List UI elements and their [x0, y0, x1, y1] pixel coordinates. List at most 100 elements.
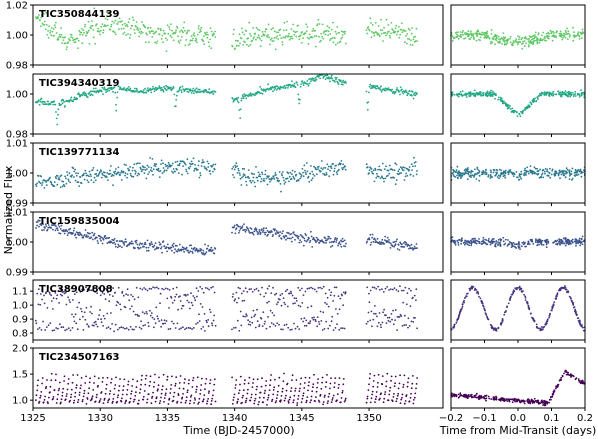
phase-point: [519, 41, 522, 44]
data-point: [407, 37, 409, 40]
data-point: [164, 163, 167, 166]
data-point: [238, 44, 240, 47]
data-point: [141, 242, 144, 245]
data-point: [126, 173, 129, 176]
data-point: [146, 312, 149, 315]
data-point: [283, 85, 286, 87]
phase-point: [497, 174, 500, 177]
data-point: [365, 90, 368, 93]
data-point: [146, 398, 149, 401]
data-point: [244, 315, 247, 318]
data-point: [211, 324, 214, 327]
data-point: [331, 244, 334, 247]
data-point: [158, 320, 161, 322]
data-point: [252, 176, 255, 179]
data-point: [149, 309, 151, 312]
data-point: [309, 239, 312, 242]
data-point: [259, 232, 262, 234]
data-point: [89, 377, 91, 380]
data-point: [43, 23, 46, 26]
phase-point: [466, 243, 469, 246]
data-point: [174, 248, 177, 251]
phase-point: [508, 241, 511, 243]
data-point: [377, 175, 380, 178]
phase-point: [492, 90, 494, 93]
phase-point: [485, 169, 487, 172]
data-point: [62, 387, 65, 390]
phase-point: [503, 243, 506, 246]
phase-point: [517, 35, 519, 37]
data-point: [94, 400, 97, 403]
phase-point: [515, 171, 518, 173]
phase-point: [499, 243, 501, 245]
data-point: [266, 229, 269, 232]
data-point: [408, 325, 411, 327]
phase-point: [495, 329, 498, 332]
phase-point: [526, 302, 529, 305]
data-point: [57, 327, 59, 330]
data-point: [255, 287, 258, 290]
data-point: [176, 400, 179, 403]
data-point: [85, 234, 88, 237]
data-point: [172, 87, 175, 89]
phase-point: [516, 286, 518, 289]
data-point: [370, 168, 373, 170]
data-point: [268, 285, 271, 287]
data-point: [335, 241, 338, 243]
data-point: [303, 387, 306, 389]
data-point: [291, 37, 294, 40]
data-point: [270, 179, 273, 181]
phase-point: [498, 96, 500, 99]
data-point: [157, 287, 160, 290]
data-point: [308, 237, 310, 240]
data-point: [410, 320, 413, 323]
data-point: [162, 29, 165, 32]
data-point: [88, 29, 90, 32]
data-point: [384, 235, 387, 238]
data-point: [81, 42, 84, 45]
phase-point: [521, 242, 524, 244]
data-point: [36, 292, 39, 295]
data-point: [391, 169, 394, 171]
data-point: [294, 302, 296, 304]
data-point: [299, 383, 302, 385]
data-point: [332, 173, 335, 176]
data-point: [178, 88, 181, 91]
data-point: [244, 176, 247, 179]
phase-point: [501, 320, 504, 323]
data-point: [152, 30, 154, 33]
data-point: [124, 172, 127, 175]
data-point: [323, 328, 326, 330]
phase-point: [525, 170, 528, 172]
data-point: [184, 378, 186, 381]
data-point: [254, 185, 257, 188]
data-point: [254, 313, 257, 316]
phase-point: [467, 172, 469, 175]
data-point: [275, 230, 278, 232]
data-point: [377, 168, 379, 171]
data-point: [131, 328, 134, 331]
phase-point: [458, 239, 460, 241]
data-point: [281, 41, 284, 43]
data-point: [276, 394, 279, 396]
phase-point: [542, 176, 545, 179]
phase-point: [493, 92, 495, 95]
phase-point: [533, 100, 535, 102]
data-point: [119, 245, 121, 248]
data-point: [198, 88, 201, 91]
data-point: [329, 294, 332, 297]
data-point: [190, 247, 193, 250]
data-point: [50, 226, 53, 229]
data-point: [258, 324, 261, 326]
data-point: [272, 40, 275, 42]
data-point: [324, 301, 326, 304]
phase-point: [572, 39, 575, 42]
phase-point: [576, 174, 578, 177]
phase-point: [573, 93, 575, 96]
data-point: [388, 316, 391, 319]
data-point: [131, 169, 134, 172]
data-point: [326, 296, 329, 299]
phase-point: [480, 173, 483, 176]
data-point: [182, 165, 185, 168]
